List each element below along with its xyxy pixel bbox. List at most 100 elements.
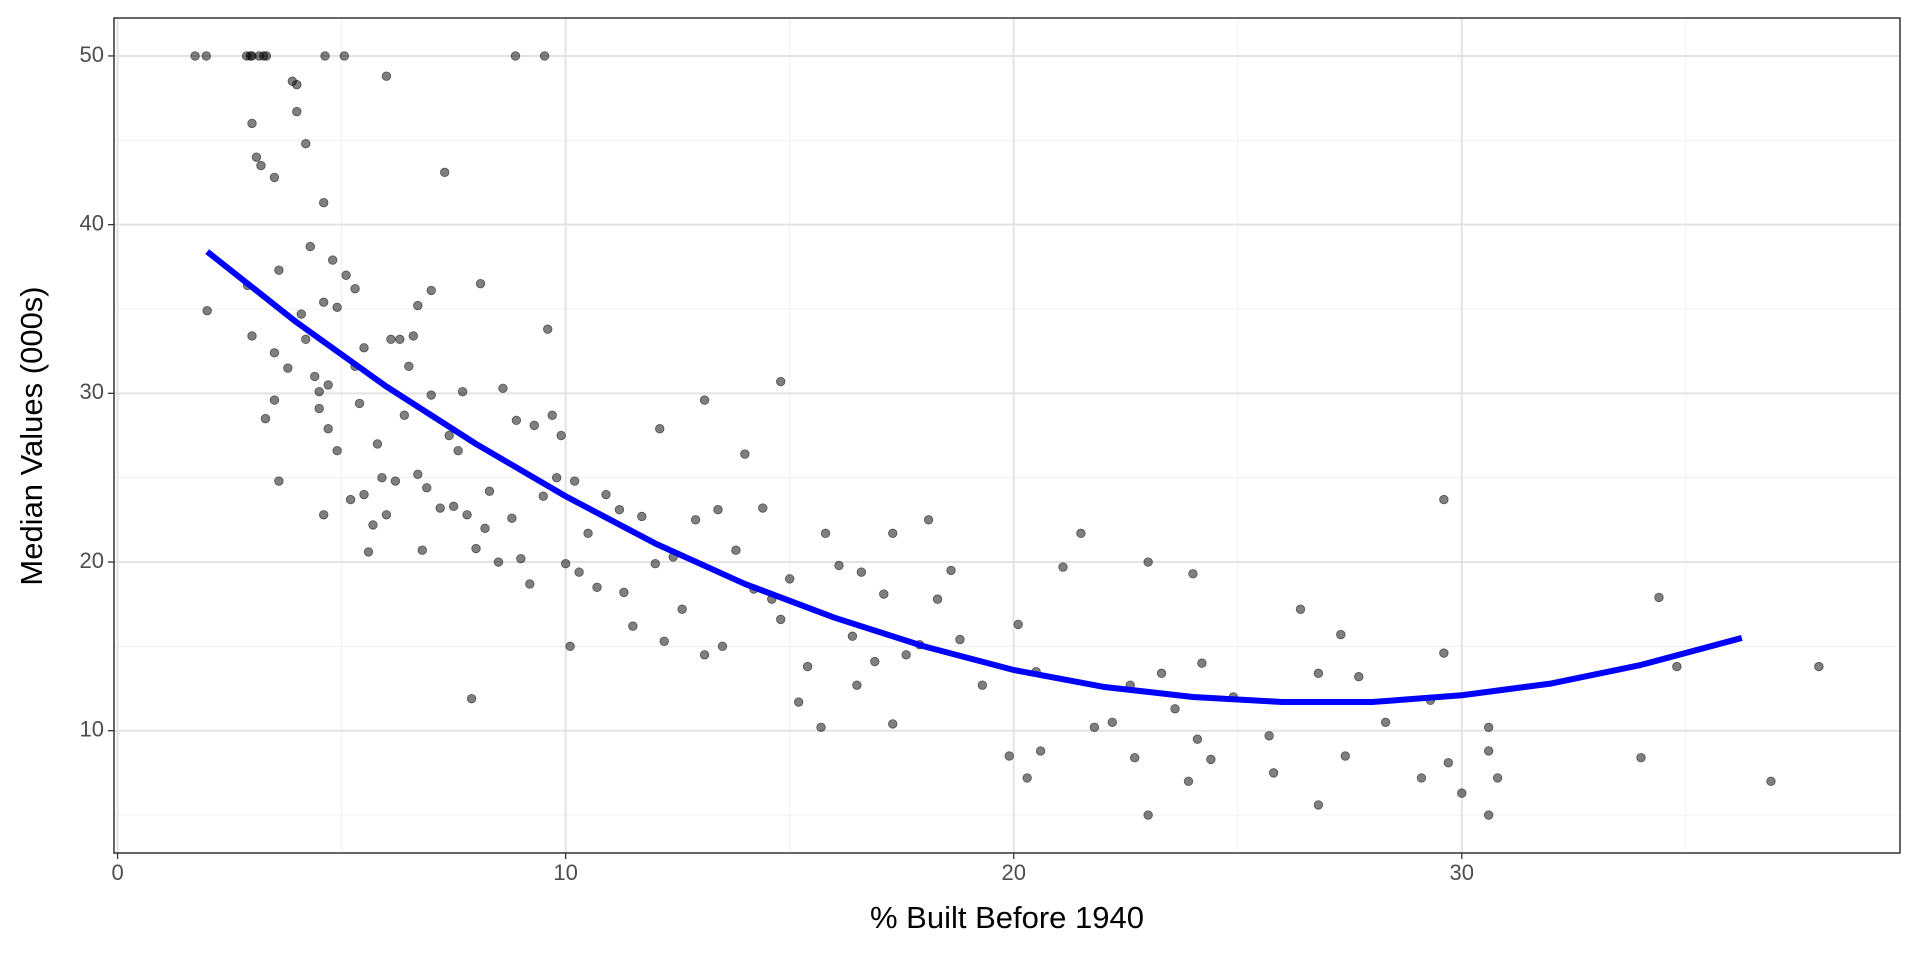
point — [444, 430, 454, 441]
point — [543, 324, 553, 334]
y-axis-title: Median Values (000s) — [14, 286, 49, 585]
point — [820, 528, 831, 539]
point — [1354, 672, 1364, 682]
y-tick-label: 50 — [80, 42, 104, 67]
point — [261, 51, 272, 61]
point — [888, 719, 898, 729]
point — [776, 376, 786, 387]
point — [251, 152, 262, 162]
point — [565, 641, 575, 652]
point — [784, 574, 795, 584]
point — [1156, 668, 1167, 679]
point — [793, 697, 804, 707]
point — [256, 160, 266, 171]
point — [560, 559, 571, 569]
point — [740, 449, 750, 459]
point — [619, 587, 629, 598]
point — [713, 505, 723, 515]
point — [628, 621, 638, 631]
point — [1766, 776, 1776, 787]
x-tick-label: 10 — [553, 860, 577, 885]
point — [390, 476, 401, 486]
point — [457, 386, 468, 397]
point — [1076, 528, 1086, 539]
point — [484, 486, 495, 496]
point — [318, 297, 329, 307]
point — [395, 334, 405, 345]
point — [847, 631, 858, 641]
point — [614, 505, 625, 515]
point — [1443, 758, 1454, 768]
point — [1192, 734, 1203, 744]
point — [269, 348, 280, 358]
point — [699, 650, 710, 660]
point — [1313, 668, 1324, 679]
point — [283, 363, 293, 373]
point — [1492, 773, 1503, 783]
point — [422, 483, 432, 493]
point — [386, 334, 396, 345]
y-tick-label: 20 — [80, 548, 104, 573]
point — [1313, 800, 1324, 810]
point — [1636, 752, 1646, 763]
point — [856, 567, 867, 577]
point — [1295, 604, 1306, 614]
point — [354, 398, 365, 409]
x-tick-label: 0 — [111, 860, 123, 885]
point — [1013, 619, 1023, 630]
point — [601, 489, 611, 500]
point — [1170, 704, 1180, 714]
point — [1107, 717, 1117, 727]
point — [310, 371, 320, 382]
point — [493, 557, 504, 567]
point — [381, 71, 392, 81]
point — [1457, 788, 1467, 798]
point — [677, 604, 687, 614]
point — [292, 79, 302, 90]
point — [498, 383, 508, 393]
point — [327, 255, 338, 265]
point — [879, 589, 889, 599]
point — [1380, 717, 1391, 727]
point — [1483, 810, 1494, 820]
point — [574, 567, 584, 577]
point — [1268, 768, 1279, 778]
point — [637, 511, 647, 522]
point — [408, 331, 419, 341]
point — [538, 491, 548, 501]
point — [323, 424, 333, 434]
point — [699, 395, 710, 405]
point — [202, 305, 212, 316]
point — [1129, 752, 1140, 763]
point — [372, 439, 383, 449]
point — [296, 309, 306, 319]
point — [247, 331, 257, 341]
point — [816, 722, 826, 733]
point — [363, 547, 374, 557]
point — [332, 302, 342, 312]
point — [529, 420, 539, 431]
point — [569, 476, 580, 486]
point — [655, 424, 665, 434]
point — [320, 51, 330, 61]
point — [511, 415, 522, 426]
point — [901, 650, 911, 660]
point — [318, 510, 329, 520]
point — [413, 469, 423, 479]
point — [260, 413, 271, 424]
point — [359, 343, 369, 353]
point — [466, 693, 477, 704]
point — [551, 472, 562, 483]
point — [201, 51, 212, 61]
x-tick-label: 20 — [1001, 860, 1025, 885]
point — [274, 265, 284, 275]
point — [399, 410, 410, 420]
point — [1672, 661, 1682, 672]
point — [426, 390, 436, 400]
fit-line — [205, 249, 1743, 706]
point — [776, 614, 786, 625]
point — [475, 278, 486, 289]
y-tick-label: 30 — [80, 379, 104, 404]
y-tick-label: 40 — [80, 210, 104, 235]
